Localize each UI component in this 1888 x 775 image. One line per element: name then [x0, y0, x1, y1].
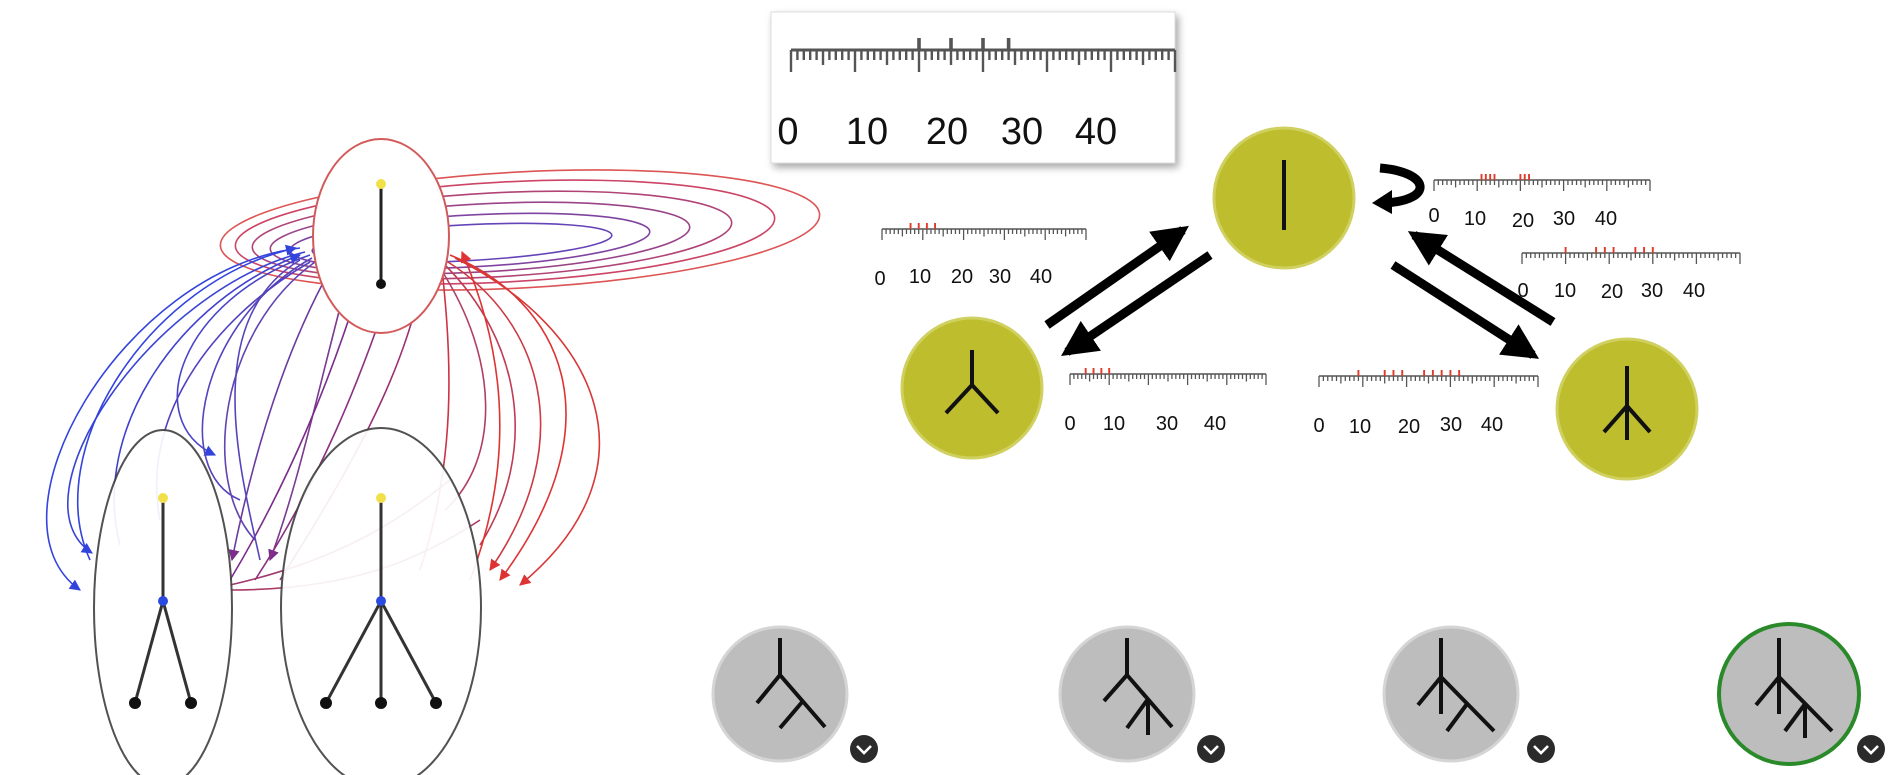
lineage-options [711, 622, 1885, 766]
time-ruler [1318, 370, 1539, 387]
scale-label: 30 [1553, 208, 1575, 230]
time-ruler [789, 38, 1177, 72]
ruler-labels: 0 10 30 40 [1064, 413, 1226, 435]
self-loop-arrow [1372, 163, 1425, 214]
scale-label: 20 [951, 266, 973, 288]
lineage-node-top[interactable] [312, 138, 450, 334]
scale-label: 20 [1398, 416, 1420, 438]
lineage-node-left[interactable] [93, 429, 233, 775]
scale-label: 10 [846, 111, 888, 153]
selected-ring [1717, 622, 1861, 766]
scale-label: 30 [1440, 414, 1462, 436]
scale-label: 0 [1313, 415, 1324, 437]
transition-arrow [1061, 251, 1213, 357]
time-ruler [1069, 368, 1267, 385]
leaf-joint [430, 697, 442, 709]
branch-joint [376, 596, 386, 606]
transition-arrow [1407, 231, 1556, 326]
scale-label: 0 [777, 111, 798, 153]
chevron-down-icon [856, 745, 872, 755]
scale-label: 30 [989, 266, 1011, 288]
root-joint [158, 493, 168, 503]
ruler-labels: 0 10 20 30 40 [1313, 414, 1503, 438]
ruler-labels: 0 10 20 30 40 [1428, 205, 1617, 232]
expand-button[interactable] [850, 735, 878, 763]
root-joint [376, 493, 386, 503]
state-node-left[interactable] [900, 316, 1044, 460]
time-ruler [1521, 247, 1741, 264]
scale-label: 0 [1064, 413, 1075, 435]
lineage-option-1[interactable] [711, 625, 878, 763]
ruler-labels: 0 10 20 30 40 [1517, 280, 1705, 303]
scale-label: 30 [1156, 413, 1178, 435]
scale-label: 10 [909, 266, 931, 288]
branch-joint [158, 596, 168, 606]
scale-label: 40 [1030, 266, 1052, 288]
scale-label: 30 [1001, 111, 1043, 153]
transition-arrow [1044, 225, 1189, 329]
time-ruler [881, 223, 1087, 240]
scale-label: 20 [1601, 281, 1623, 303]
scale-label: 20 [1512, 210, 1534, 232]
scale-label: 40 [1204, 413, 1226, 435]
leaf-joint [129, 697, 141, 709]
scale-label: 10 [1554, 280, 1576, 302]
scale-label: 20 [926, 111, 968, 153]
leaf-joint [376, 279, 386, 289]
state-diagram: 0 10 20 30 40 0 10 20 30 40 0 10 20 30 4… [874, 126, 1741, 481]
expand-button[interactable] [1857, 735, 1885, 763]
transition-arrow [1390, 261, 1540, 359]
self-loop-arcs [219, 169, 821, 291]
scale-label: 0 [1517, 280, 1528, 302]
ruler-labels: 0 10 20 30 40 [874, 266, 1052, 290]
leaf-joint [375, 697, 387, 709]
transition-arrows [1044, 225, 1556, 359]
scale-label: 40 [1683, 280, 1705, 302]
expand-button[interactable] [1197, 735, 1225, 763]
scale-label: 10 [1103, 413, 1125, 435]
lineage-option-2[interactable] [1058, 625, 1225, 763]
time-ruler [1433, 174, 1651, 191]
zoomed-time-scale: 0 10 20 30 40 [770, 11, 1177, 164]
scale-label: 0 [874, 268, 885, 290]
scale-label: 30 [1641, 280, 1663, 302]
scale-label: 40 [1075, 111, 1117, 153]
scale-label: 10 [1349, 416, 1371, 438]
expand-button[interactable] [1527, 735, 1555, 763]
root-joint [376, 179, 386, 189]
lineage-node-right[interactable] [280, 427, 482, 775]
chevron-down-icon [1203, 745, 1219, 755]
lineage-graph [45, 138, 821, 775]
chevron-down-icon [1863, 745, 1879, 755]
state-node-right[interactable] [1555, 337, 1699, 481]
state-node-top[interactable] [1212, 126, 1356, 270]
scale-label: 40 [1481, 414, 1503, 436]
scale-label: 0 [1428, 205, 1439, 227]
lineage-option-3[interactable] [1382, 625, 1555, 763]
scale-label: 40 [1595, 208, 1617, 230]
leaf-joint [185, 697, 197, 709]
scale-label: 10 [1464, 208, 1486, 230]
leaf-joint [320, 697, 332, 709]
lineage-option-4-selected[interactable] [1717, 622, 1885, 766]
chevron-down-icon [1533, 745, 1549, 755]
